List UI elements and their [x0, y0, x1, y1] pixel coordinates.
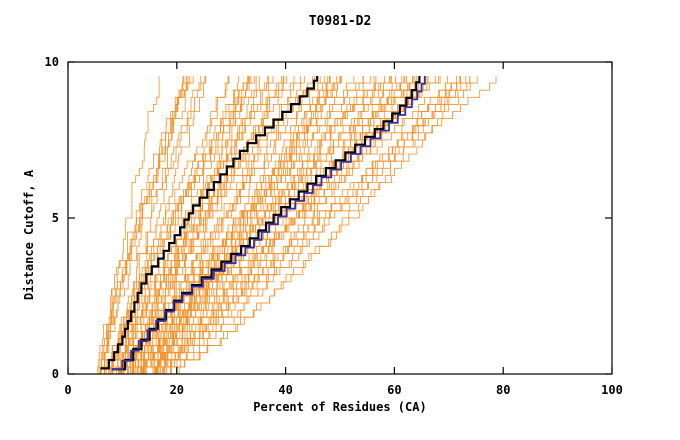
background-curve [109, 76, 230, 375]
background-curve [132, 76, 331, 375]
y-tick-label: 10 [45, 55, 59, 69]
x-tick-label: 40 [278, 383, 292, 397]
background-curve [157, 76, 458, 375]
background-curve [100, 76, 189, 375]
chart-title: T0981-D2 [308, 14, 372, 29]
background-curve [120, 76, 321, 375]
series-best-model-black-right [111, 76, 421, 371]
x-tick-label: 100 [601, 383, 623, 397]
background-curve [157, 76, 448, 375]
background-curve [158, 76, 478, 375]
background-curve [143, 76, 385, 374]
x-tick-label: 20 [170, 383, 184, 397]
background-curve [132, 76, 342, 375]
y-tick-label: 0 [52, 367, 59, 381]
y-tick-label: 5 [52, 211, 59, 225]
background-curve [103, 76, 206, 375]
x-tick-label: 80 [496, 383, 510, 397]
background-curve [164, 76, 471, 375]
background-curve [129, 76, 305, 375]
background-curve-group [97, 76, 497, 375]
x-tick-label: 0 [64, 383, 71, 397]
background-curve [127, 76, 288, 375]
background-curve [152, 76, 436, 375]
background-curve [97, 76, 187, 374]
background-curve [155, 76, 471, 375]
background-curve [103, 76, 160, 374]
x-axis-label: Percent of Residues (CA) [253, 400, 427, 414]
series-best-model-black-left [100, 76, 319, 370]
background-curve [111, 76, 249, 374]
x-tick-label: 60 [387, 383, 401, 397]
series-first-model-blue [111, 76, 426, 371]
